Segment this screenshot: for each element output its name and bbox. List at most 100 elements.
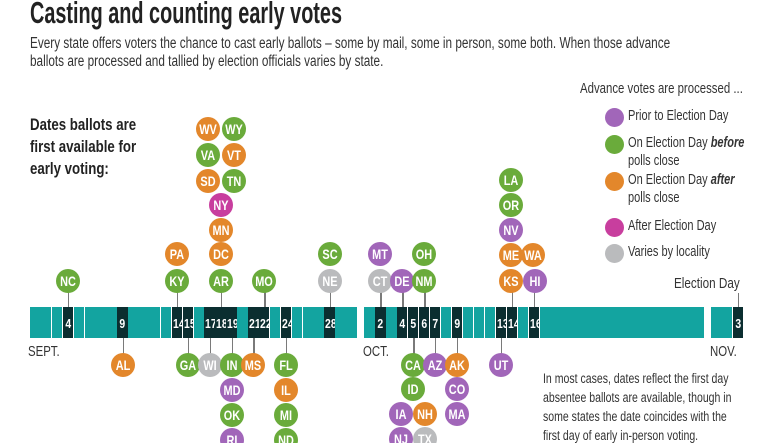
connector-line xyxy=(534,290,536,307)
state-marker-nj: NJ xyxy=(389,427,414,443)
date-cell xyxy=(583,307,595,338)
state-code: MI xyxy=(280,407,293,423)
date-cell xyxy=(462,307,475,338)
state-code: WV xyxy=(198,121,217,137)
state-marker-ca: CA xyxy=(401,353,426,377)
state-marker-ct: CT xyxy=(368,269,393,293)
date-cell xyxy=(594,307,606,338)
intro-line: early voting: xyxy=(30,159,109,178)
state-marker-ok: OK xyxy=(219,403,244,427)
intro-line: first available for xyxy=(30,137,137,156)
state-code: IN xyxy=(226,357,238,373)
intro-line: Dates ballots are xyxy=(30,115,137,134)
state-marker-dc: DC xyxy=(208,242,233,266)
state-code: GA xyxy=(179,357,197,373)
state-marker-al: AL xyxy=(110,353,135,377)
state-marker-nc: NC xyxy=(56,269,81,293)
note-line: In most cases, dates reflect the first d… xyxy=(543,371,729,386)
date-cell xyxy=(346,307,358,338)
connector-line xyxy=(286,338,288,355)
date-cell-marked: 6 xyxy=(418,307,431,338)
election-day-label: Election Day xyxy=(674,275,740,292)
date-cell-marked: 3 xyxy=(732,307,745,338)
subtitle-line: ballots are processed and tallied by ele… xyxy=(30,53,384,70)
date-cell xyxy=(638,307,650,338)
date-number: 7 xyxy=(432,316,438,331)
state-code: DE xyxy=(394,273,410,289)
date-cell xyxy=(693,307,705,338)
connector-line xyxy=(188,338,190,355)
date-cell xyxy=(95,307,107,338)
date-cell xyxy=(711,307,723,338)
date-number: 3 xyxy=(735,316,741,331)
date-cell xyxy=(128,307,140,338)
state-marker-ny: NY xyxy=(208,193,233,217)
connector-line xyxy=(253,338,255,355)
date-cell xyxy=(440,307,453,338)
state-marker-va: VA xyxy=(195,143,220,167)
state-code: NJ xyxy=(394,431,409,443)
state-marker-sc: SC xyxy=(317,242,342,266)
state-marker-nd: ND xyxy=(274,428,299,443)
date-cell-marked: 21 xyxy=(248,307,261,338)
legend-label-line: Prior to Election Day xyxy=(628,108,729,124)
date-number: 19 xyxy=(227,316,239,331)
legend-swatch-prior xyxy=(605,108,624,127)
date-cell xyxy=(572,307,584,338)
state-marker-id: ID xyxy=(401,377,426,401)
date-cell xyxy=(149,307,162,338)
state-marker-ms: MS xyxy=(241,353,266,377)
state-code: MS xyxy=(245,357,262,373)
state-code: CA xyxy=(405,357,422,373)
state-marker-hi: HI xyxy=(523,269,548,293)
state-code: MO xyxy=(255,273,274,289)
date-cell xyxy=(313,307,325,338)
state-code: HI xyxy=(529,273,541,289)
legend-label-line: polls close xyxy=(628,153,680,169)
state-code: TN xyxy=(226,173,242,189)
state-code: WY xyxy=(224,121,243,137)
date-number: 14 xyxy=(172,316,185,331)
date-cell-marked: 14 xyxy=(171,307,185,338)
date-cell xyxy=(237,307,249,338)
state-marker-il: IL xyxy=(274,378,299,402)
date-cell xyxy=(73,307,86,338)
state-code: OK xyxy=(223,407,240,423)
legend-label-varies: Varies by locality xyxy=(628,243,710,261)
state-code: CT xyxy=(373,273,388,289)
date-cell xyxy=(649,307,661,338)
legend-label-before: On Election Day before polls close xyxy=(628,134,744,170)
state-code: NH xyxy=(417,406,434,422)
date-number: 21 xyxy=(249,316,261,331)
connector-line xyxy=(512,290,514,307)
state-code: AR xyxy=(212,273,229,289)
state-code: KY xyxy=(169,273,185,289)
date-cell xyxy=(30,307,42,338)
state-marker-mo: MO xyxy=(252,269,277,293)
date-cell xyxy=(627,307,639,338)
connector-line xyxy=(413,338,415,355)
legend-swatch-after xyxy=(605,172,624,191)
month-label: NOV. xyxy=(710,343,737,360)
legend-label-prior: Prior to Election Day xyxy=(628,107,728,125)
state-code: MT xyxy=(372,246,389,262)
date-cell xyxy=(385,307,398,338)
month-label: SEPT. xyxy=(28,343,60,360)
state-code: AL xyxy=(115,357,130,373)
state-marker-mt: MT xyxy=(368,242,393,266)
date-cell xyxy=(539,307,552,338)
date-number: 22 xyxy=(259,316,272,331)
state-code: CO xyxy=(449,381,466,397)
date-cell xyxy=(193,307,205,338)
date-number: 9 xyxy=(454,316,460,331)
state-marker-wi: WI xyxy=(197,353,222,377)
state-code: TX xyxy=(418,431,433,443)
legend-title: Advance votes are processed ... xyxy=(580,80,743,97)
state-code: ND xyxy=(278,432,295,443)
state-code: VA xyxy=(200,147,215,163)
date-cell xyxy=(291,307,304,338)
date-number: 4 xyxy=(399,316,406,331)
date-cell xyxy=(721,307,734,338)
state-code: VT xyxy=(226,147,241,163)
legend-emphasis: before xyxy=(710,135,745,151)
